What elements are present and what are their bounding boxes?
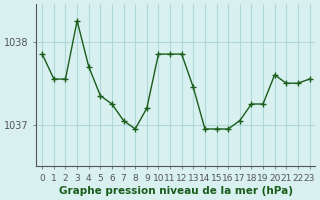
X-axis label: Graphe pression niveau de la mer (hPa): Graphe pression niveau de la mer (hPa) (59, 186, 293, 196)
